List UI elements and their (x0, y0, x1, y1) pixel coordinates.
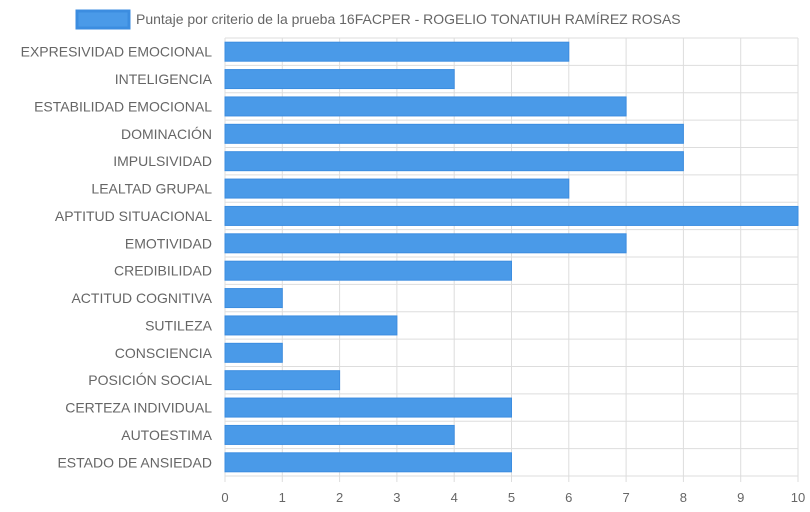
category-label: INTELIGENCIA (115, 71, 213, 87)
bar[interactable] (224, 233, 627, 254)
bar[interactable] (224, 123, 684, 144)
x-tick-label: 1 (279, 490, 286, 505)
x-tick-label: 3 (393, 490, 400, 505)
category-label: ACTITUD COGNITIVA (71, 290, 212, 306)
legend-label[interactable]: Puntaje por criterio de la prueba 16FACP… (136, 11, 681, 27)
category-label: DOMINACIÓN (121, 126, 212, 142)
x-tick-label: 5 (508, 490, 515, 505)
bar[interactable] (224, 41, 570, 62)
category-label: AUTOESTIMA (121, 427, 212, 443)
bar[interactable] (224, 96, 627, 117)
category-label: CERTEZA INDIVIDUAL (65, 400, 212, 416)
bar[interactable] (224, 205, 799, 226)
category-label: IMPULSIVIDAD (113, 153, 212, 169)
x-tick-label: 6 (565, 490, 572, 505)
category-label: CONSCIENCIA (115, 345, 213, 361)
bar[interactable] (224, 452, 512, 473)
bar[interactable] (224, 370, 341, 391)
category-label: SUTILEZA (145, 317, 213, 333)
bar[interactable] (224, 424, 455, 445)
x-tick-label: 8 (680, 490, 687, 505)
category-label: ESTABILIDAD EMOCIONAL (34, 98, 212, 114)
x-tick-label: 10 (791, 490, 805, 505)
x-tick-labels: 0 1 2 3 4 5 6 7 8 9 10 (221, 490, 805, 505)
bar[interactable] (224, 397, 512, 418)
category-label: EXPRESIVIDAD EMOCIONAL (21, 44, 213, 60)
category-labels: EXPRESIVIDAD EMOCIONAL INTELIGENCIA ESTABI… (21, 44, 213, 471)
bar[interactable] (224, 69, 455, 90)
bar[interactable] (224, 178, 570, 199)
x-tick-label: 7 (622, 490, 629, 505)
category-label: APTITUD SITUACIONAL (55, 208, 212, 224)
x-tick-label: 0 (221, 490, 228, 505)
x-tick-label: 4 (451, 490, 458, 505)
category-label: POSICIÓN SOCIAL (88, 372, 212, 388)
bar[interactable] (224, 315, 398, 336)
category-label: CREDIBILIDAD (114, 263, 212, 279)
bar[interactable] (224, 342, 283, 363)
bars (224, 41, 799, 473)
legend[interactable]: Puntaje por criterio de la prueba 16FACP… (75, 9, 681, 30)
x-tick-label: 2 (336, 490, 343, 505)
category-label: ESTADO DE ANSIEDAD (57, 454, 212, 470)
x-tick-label: 9 (737, 490, 744, 505)
bar[interactable] (224, 260, 512, 281)
bar[interactable] (224, 151, 684, 172)
legend-swatch[interactable] (75, 9, 131, 30)
category-label: EMOTIVIDAD (125, 235, 212, 251)
category-label: LEALTAD GRUPAL (91, 181, 212, 197)
bar[interactable] (224, 288, 283, 309)
